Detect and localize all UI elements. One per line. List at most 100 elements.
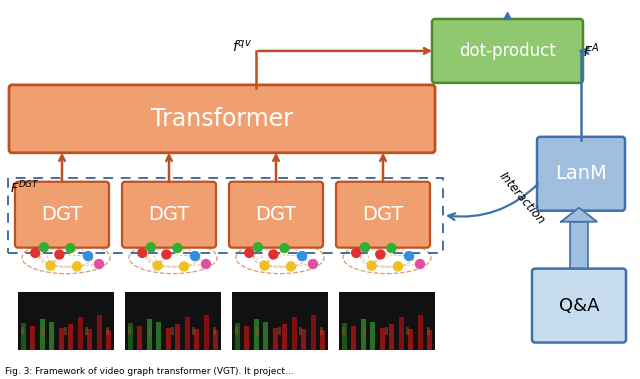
Bar	[170, 327, 173, 335]
Bar	[31, 326, 35, 349]
Bar	[128, 327, 131, 335]
Bar	[292, 317, 297, 349]
Bar	[310, 315, 316, 349]
Bar	[427, 327, 430, 335]
Circle shape	[280, 244, 289, 252]
Bar	[204, 315, 209, 349]
Circle shape	[244, 248, 253, 257]
Bar	[42, 327, 45, 335]
Bar	[68, 324, 73, 349]
Circle shape	[173, 244, 182, 252]
Text: DGT: DGT	[42, 205, 83, 224]
FancyBboxPatch shape	[15, 182, 109, 247]
Bar	[87, 329, 92, 349]
Circle shape	[153, 261, 162, 270]
Text: $F^{DGT}$: $F^{DGT}$	[10, 180, 40, 196]
Circle shape	[40, 243, 49, 252]
Bar	[364, 327, 366, 335]
Bar	[185, 317, 189, 349]
Bar	[147, 319, 152, 349]
Circle shape	[31, 248, 40, 257]
Text: Q&A: Q&A	[559, 297, 599, 315]
Bar	[213, 327, 216, 335]
Circle shape	[83, 252, 93, 260]
FancyBboxPatch shape	[9, 85, 435, 153]
Bar	[125, 291, 221, 349]
Circle shape	[253, 243, 262, 252]
Text: DGT: DGT	[255, 205, 296, 224]
Bar	[21, 327, 24, 335]
Circle shape	[269, 250, 278, 259]
Bar	[192, 327, 195, 335]
Circle shape	[387, 244, 396, 252]
Bar	[361, 319, 366, 349]
Bar	[77, 317, 83, 349]
Circle shape	[191, 252, 200, 260]
Bar	[156, 321, 161, 349]
Bar	[408, 329, 413, 349]
FancyBboxPatch shape	[432, 19, 583, 83]
Bar	[339, 291, 435, 349]
Bar	[406, 327, 409, 335]
Bar	[385, 327, 387, 335]
Bar	[8, 178, 443, 253]
Circle shape	[287, 262, 296, 271]
Bar	[342, 327, 345, 335]
Bar	[138, 326, 143, 349]
FancyBboxPatch shape	[336, 182, 430, 247]
Bar	[256, 327, 259, 335]
Bar	[235, 323, 240, 349]
Bar	[59, 329, 64, 349]
Bar	[371, 321, 375, 349]
Circle shape	[404, 252, 413, 260]
Text: $f^{qv}$: $f^{qv}$	[232, 39, 252, 55]
Bar	[21, 323, 26, 349]
Polygon shape	[561, 208, 597, 222]
Bar	[320, 329, 325, 349]
Circle shape	[298, 252, 307, 260]
Bar	[194, 329, 199, 349]
Circle shape	[394, 262, 403, 271]
Text: DGT: DGT	[362, 205, 404, 224]
Bar	[389, 324, 394, 349]
Bar	[263, 321, 268, 349]
Circle shape	[179, 262, 189, 271]
Circle shape	[308, 260, 317, 269]
Bar	[320, 327, 323, 335]
Bar	[299, 327, 301, 335]
Bar	[97, 315, 102, 349]
FancyBboxPatch shape	[537, 137, 625, 211]
Bar	[380, 329, 385, 349]
Bar	[106, 327, 109, 335]
Circle shape	[95, 260, 104, 269]
Circle shape	[415, 260, 424, 269]
Bar	[84, 327, 88, 335]
Bar	[278, 327, 280, 335]
Bar	[213, 329, 218, 349]
Bar	[106, 329, 111, 349]
Bar	[40, 319, 45, 349]
Bar	[149, 327, 152, 335]
Circle shape	[352, 248, 361, 257]
Circle shape	[260, 261, 269, 270]
Bar	[351, 326, 356, 349]
FancyBboxPatch shape	[229, 182, 323, 247]
Text: Interaction: Interaction	[497, 170, 548, 227]
Text: Transformer: Transformer	[151, 107, 293, 131]
Text: Fig. 3: Framework of video graph transformer (VGT). It project...: Fig. 3: Framework of video graph transfo…	[5, 368, 294, 376]
FancyBboxPatch shape	[532, 269, 626, 343]
Circle shape	[66, 244, 75, 252]
Bar	[244, 326, 250, 349]
Circle shape	[138, 248, 147, 257]
Bar	[301, 329, 306, 349]
Bar	[235, 327, 238, 335]
Circle shape	[360, 243, 369, 252]
Bar	[166, 329, 171, 349]
Bar	[175, 324, 180, 349]
Text: $F^A$: $F^A$	[583, 42, 600, 60]
Circle shape	[376, 250, 385, 259]
Text: dot-product: dot-product	[459, 42, 556, 60]
Circle shape	[202, 260, 211, 269]
Bar	[254, 319, 259, 349]
Circle shape	[72, 262, 81, 271]
